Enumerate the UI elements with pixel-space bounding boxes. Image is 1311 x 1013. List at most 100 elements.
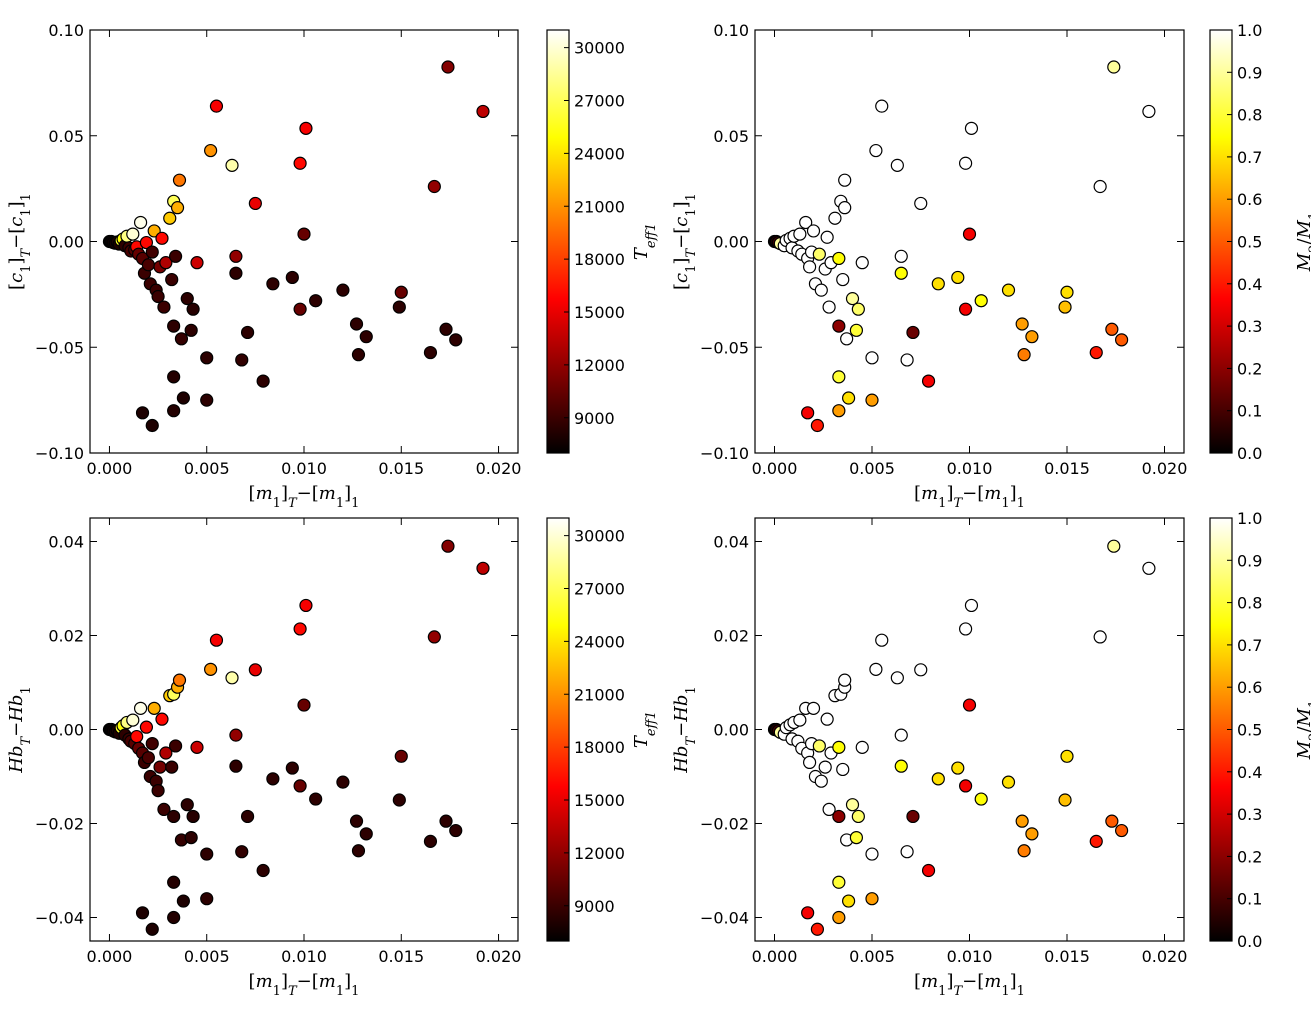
- y-tick-label: −0.02: [35, 815, 84, 834]
- data-point: [200, 892, 214, 906]
- data-point: [336, 283, 350, 297]
- data-point: [209, 633, 224, 647]
- colorbar-tick-label: 27000: [574, 580, 625, 599]
- data-point: [1001, 775, 1016, 789]
- data-point: [427, 179, 441, 194]
- colorbar: [546, 29, 570, 454]
- colorbar-tick-label: 1.0: [1237, 509, 1262, 528]
- data-point: [392, 793, 406, 807]
- colorbar-tick-label: 0.9: [1237, 63, 1262, 82]
- data-point: [186, 302, 200, 316]
- data-point: [914, 196, 928, 211]
- data-point: [165, 760, 179, 774]
- data-point: [186, 809, 200, 824]
- data-point: [1142, 561, 1156, 575]
- data-point: [336, 775, 350, 789]
- colorbar-tick-label: 0.2: [1237, 847, 1262, 866]
- x-tick-label: 0.015: [1044, 947, 1090, 966]
- data-point: [145, 245, 159, 259]
- data-point: [890, 671, 904, 685]
- data-point: [845, 798, 860, 812]
- data-point: [869, 662, 883, 676]
- data-point: [167, 319, 181, 333]
- data-point: [256, 374, 270, 388]
- data-point: [299, 598, 313, 613]
- data-point: [439, 322, 453, 336]
- data-point: [229, 266, 243, 280]
- data-point: [914, 663, 928, 677]
- colorbar-tick-label: 24000: [574, 632, 625, 651]
- data-point: [141, 258, 155, 272]
- data-point: [855, 256, 869, 270]
- data-point: [851, 302, 865, 316]
- data-point: [958, 622, 973, 636]
- data-point: [155, 231, 169, 245]
- colorbar-tick-label: 0.4: [1237, 763, 1262, 782]
- data-point: [153, 760, 167, 774]
- data-point: [349, 317, 364, 331]
- colorbar-tick-label: 12000: [574, 844, 625, 863]
- axes-frame: [89, 29, 519, 454]
- colorbar-tick-label: 27000: [574, 92, 625, 111]
- y-axis-label: HbT−Hb1: [6, 686, 34, 774]
- data-point: [248, 196, 262, 211]
- colorbar-tick-label: 0.8: [1237, 594, 1262, 613]
- data-point: [958, 156, 973, 170]
- data-point: [441, 539, 455, 553]
- data-point: [964, 598, 979, 613]
- data-point: [865, 351, 879, 365]
- y-tick-label: −0.04: [35, 909, 84, 928]
- y-tick-label: −0.10: [700, 444, 749, 463]
- data-point: [184, 323, 198, 337]
- chart-layer: 0.000 0.005 0.010 0.015 0.020−0.10−0.050.000…: [6, 21, 1311, 999]
- x-tick-label: 0.005: [184, 459, 230, 478]
- colorbar-tick-label: 1.0: [1237, 21, 1262, 40]
- data-point: [814, 283, 828, 297]
- data-point: [349, 814, 364, 828]
- colorbar-tick-label: 9000: [574, 409, 615, 428]
- data-point: [225, 671, 239, 685]
- data-point: [1105, 322, 1119, 336]
- x-axis-label: [m1]T−[m1]1: [249, 971, 360, 999]
- data-point: [964, 121, 979, 135]
- data-point: [974, 294, 988, 308]
- y-tick-label: −0.04: [700, 909, 749, 928]
- data-point: [1093, 179, 1107, 194]
- data-point: [900, 353, 914, 367]
- data-point: [151, 783, 165, 798]
- data-point: [266, 277, 280, 291]
- data-point: [869, 143, 883, 158]
- colorbar-tick-label: 0.1: [1237, 890, 1262, 909]
- data-point: [351, 348, 366, 362]
- panel-br: 0.000 0.005 0.010 0.015 0.020 −0.04 −0.02 0.00 0…: [671, 509, 1311, 999]
- data-point: [190, 256, 204, 270]
- data-point: [836, 762, 850, 777]
- data-point: [958, 302, 973, 316]
- data-point: [894, 266, 908, 280]
- data-point: [1015, 317, 1029, 331]
- data-point: [832, 910, 846, 925]
- data-point: [894, 759, 908, 773]
- data-point: [285, 761, 299, 775]
- colorbar-tick-label: 0.5: [1237, 721, 1262, 740]
- data-point: [394, 749, 408, 763]
- colorbar-tick-label: 9000: [574, 897, 615, 916]
- data-point: [1114, 333, 1129, 347]
- x-tick-label: 0.020: [476, 947, 522, 966]
- data-point: [841, 391, 856, 405]
- x-tick-label: 0.010: [281, 459, 327, 478]
- data-point: [838, 201, 852, 215]
- data-point: [951, 761, 965, 775]
- data-point: [155, 712, 169, 726]
- colorbar-tick-label: 15000: [574, 303, 625, 322]
- data-point: [962, 227, 977, 241]
- colorbar-tick-label: 21000: [574, 685, 625, 704]
- data-point: [180, 292, 194, 306]
- colorbar-label: M2/M1: [1294, 700, 1311, 761]
- data-point: [1105, 814, 1119, 828]
- data-point: [309, 294, 323, 308]
- x-tick-label: 0.005: [849, 459, 895, 478]
- data-point: [802, 755, 817, 770]
- data-point: [163, 211, 177, 225]
